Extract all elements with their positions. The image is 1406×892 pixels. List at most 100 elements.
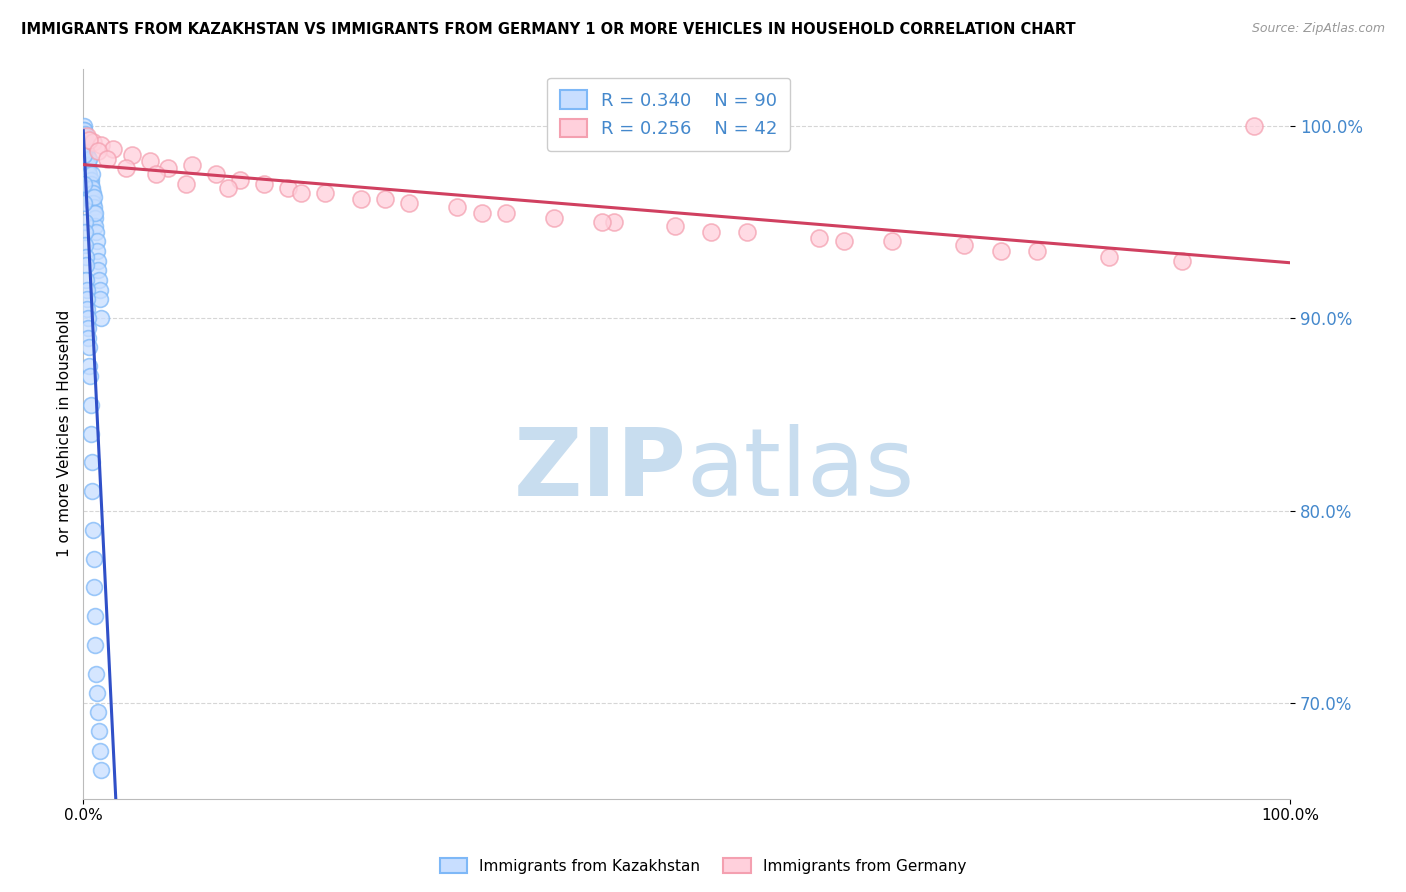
- Point: [1170, 253, 1192, 268]
- Point: [87, 263, 110, 277]
- Point: [543, 211, 565, 226]
- Point: [73, 119, 96, 133]
- Point: [953, 238, 976, 252]
- Point: [84, 219, 107, 233]
- Point: [735, 225, 758, 239]
- Legend: Immigrants from Kazakhstan, Immigrants from Germany: Immigrants from Kazakhstan, Immigrants f…: [433, 852, 973, 880]
- Point: [79, 398, 101, 412]
- Point: [89, 744, 111, 758]
- Point: [75, 136, 97, 151]
- Point: [77, 321, 100, 335]
- Point: [1243, 119, 1265, 133]
- Point: [73, 148, 96, 162]
- Point: [79, 180, 101, 194]
- Point: [90, 311, 112, 326]
- Point: [73, 123, 96, 137]
- Point: [87, 144, 110, 158]
- Point: [76, 148, 98, 162]
- Point: [205, 167, 228, 181]
- Point: [83, 190, 105, 204]
- Point: [374, 192, 396, 206]
- Point: [80, 167, 103, 181]
- Point: [75, 148, 97, 162]
- Legend: R = 0.340    N = 90, R = 0.256    N = 42: R = 0.340 N = 90, R = 0.256 N = 42: [547, 78, 790, 151]
- Point: [277, 180, 299, 194]
- Point: [86, 235, 108, 249]
- Point: [82, 196, 104, 211]
- Point: [96, 152, 118, 166]
- Text: IMMIGRANTS FROM KAZAKHSTAN VS IMMIGRANTS FROM GERMANY 1 OR MORE VEHICLES IN HOUS: IMMIGRANTS FROM KAZAKHSTAN VS IMMIGRANTS…: [21, 22, 1076, 37]
- Point: [89, 292, 111, 306]
- Point: [80, 196, 103, 211]
- Point: [103, 142, 125, 156]
- Point: [75, 142, 97, 156]
- Point: [73, 196, 96, 211]
- Point: [290, 186, 312, 201]
- Point: [77, 161, 100, 176]
- Point: [700, 225, 723, 239]
- Point: [121, 148, 143, 162]
- Point: [86, 686, 108, 700]
- Point: [73, 138, 96, 153]
- Point: [76, 161, 98, 176]
- Point: [880, 235, 903, 249]
- Point: [76, 301, 98, 316]
- Point: [75, 133, 97, 147]
- Point: [86, 244, 108, 258]
- Point: [77, 167, 100, 181]
- Point: [87, 724, 110, 739]
- Point: [73, 135, 96, 149]
- Point: [87, 273, 110, 287]
- Point: [76, 167, 98, 181]
- Point: [808, 230, 831, 244]
- Point: [180, 158, 202, 172]
- Point: [77, 340, 100, 354]
- Point: [114, 161, 136, 176]
- Point: [75, 238, 97, 252]
- Y-axis label: 1 or more Vehicles in Household: 1 or more Vehicles in Household: [58, 310, 72, 558]
- Point: [79, 173, 101, 187]
- Point: [75, 250, 97, 264]
- Point: [73, 128, 96, 143]
- Point: [75, 258, 97, 272]
- Point: [229, 173, 252, 187]
- Point: [82, 186, 104, 201]
- Point: [77, 158, 100, 172]
- Point: [87, 253, 110, 268]
- Point: [80, 192, 103, 206]
- Point: [84, 205, 107, 219]
- Point: [79, 180, 101, 194]
- Point: [75, 144, 97, 158]
- Point: [664, 219, 686, 233]
- Point: [145, 167, 167, 181]
- Point: [76, 283, 98, 297]
- Point: [84, 225, 107, 239]
- Text: atlas: atlas: [686, 425, 915, 516]
- Point: [398, 196, 420, 211]
- Point: [77, 177, 100, 191]
- Point: [832, 235, 855, 249]
- Point: [84, 666, 107, 681]
- Point: [990, 244, 1012, 258]
- Point: [90, 138, 112, 153]
- Point: [82, 180, 104, 194]
- Point: [82, 135, 104, 149]
- Point: [77, 152, 100, 166]
- Point: [79, 133, 101, 147]
- Point: [83, 200, 105, 214]
- Point: [138, 153, 160, 168]
- Point: [79, 369, 101, 384]
- Point: [314, 186, 336, 201]
- Point: [79, 177, 101, 191]
- Point: [73, 215, 96, 229]
- Point: [83, 211, 105, 226]
- Point: [80, 426, 103, 441]
- Point: [603, 215, 626, 229]
- Point: [73, 177, 96, 191]
- Point: [84, 638, 107, 652]
- Point: [87, 706, 110, 720]
- Point: [76, 158, 98, 172]
- Point: [77, 173, 100, 187]
- Point: [76, 311, 98, 326]
- Point: [80, 455, 103, 469]
